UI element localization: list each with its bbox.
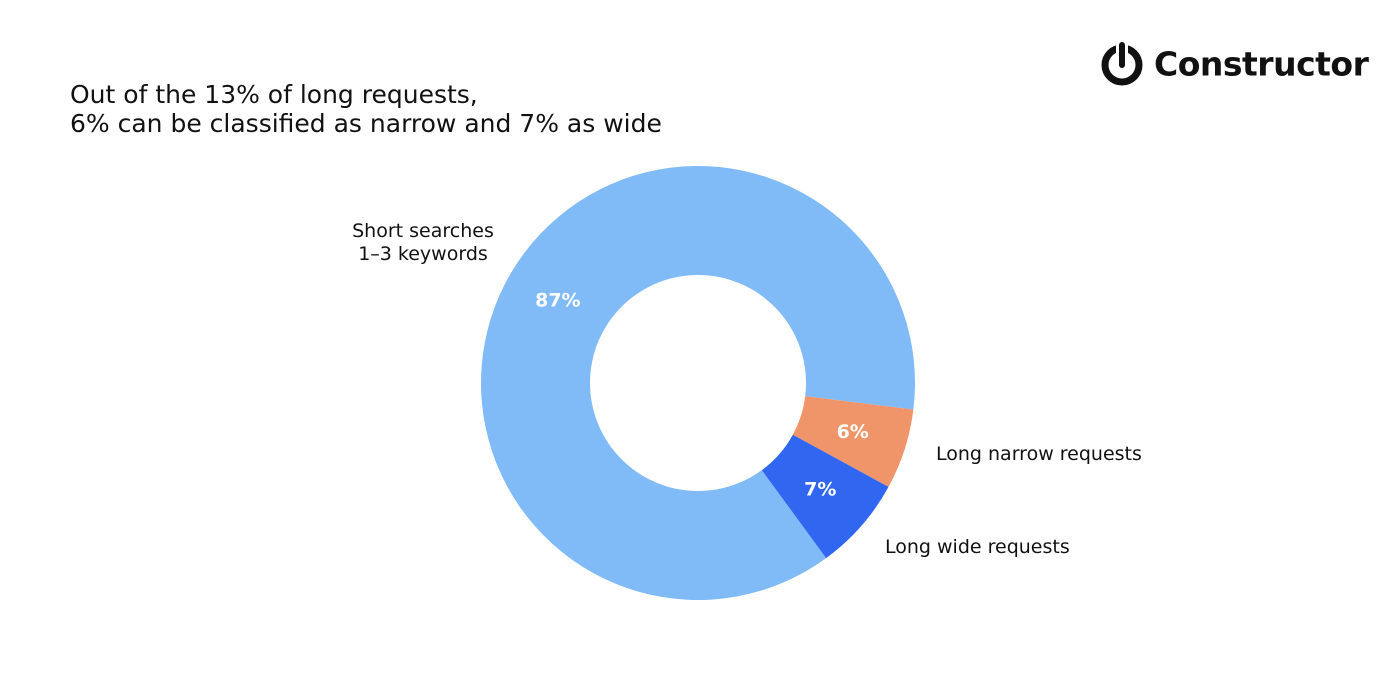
logo-icon-bar [1119,42,1125,68]
category-label: Long wide requests [885,536,1070,558]
donut-slice [480,166,915,601]
category-label: Short searches 1–3 keywords [352,220,494,265]
value-label: 7% [804,479,836,501]
category-label: Long narrow requests [936,443,1142,465]
donut-slice [761,434,889,559]
chart-title: Out of the 13% of long requests, 6% can … [70,80,662,138]
value-label: 6% [837,421,869,443]
value-label: 87% [535,289,580,311]
brand-name: Constructor [1154,45,1370,84]
logo: Constructor [1101,40,1370,86]
donut-slice [792,396,914,487]
